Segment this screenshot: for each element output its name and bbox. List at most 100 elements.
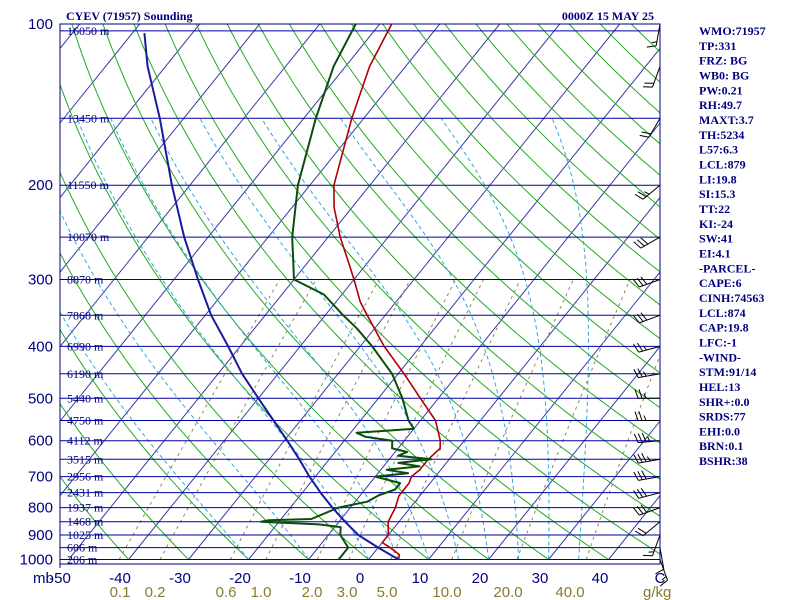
temperature-tick-label: -30	[169, 570, 191, 587]
pressure-tick-label: 1000	[20, 552, 53, 569]
dry-adiabat-line	[133, 24, 609, 560]
pressure-tick-label: 400	[28, 338, 53, 355]
wind-barb-flag	[633, 241, 642, 249]
wind-barb-flag	[633, 507, 640, 516]
wind-barb	[633, 470, 661, 481]
wind-barb-half-flag	[644, 191, 650, 195]
wind-barb	[639, 118, 661, 138]
wind-barb-staff	[659, 547, 665, 570]
index-item: LI:19.8	[699, 172, 737, 186]
wind-barb-flag	[646, 45, 657, 48]
pressure-tick-label: 800	[28, 500, 53, 517]
wind-barb	[633, 342, 661, 353]
wind-barb-flag	[636, 239, 645, 247]
isotherm-line	[60, 24, 141, 124]
height-label: 6190 m	[67, 367, 104, 381]
pressure-tick-label: 100	[28, 16, 53, 33]
mixing-ratio-line	[159, 279, 317, 560]
isotherm-line	[128, 24, 561, 560]
wind-barb-flag	[640, 237, 649, 245]
temperature-tick-label: -10	[289, 570, 311, 587]
isotherm-line	[60, 24, 441, 497]
mixing-ratio-line	[390, 279, 521, 560]
index-item: TT:22	[699, 202, 730, 216]
wind-barb-flag	[634, 193, 644, 200]
isotherm-line	[60, 24, 261, 273]
index-item: CAPE:6	[699, 276, 742, 290]
mixing-ratio-tick-label: 3.0	[337, 584, 358, 600]
height-label: 8870 m	[67, 273, 104, 287]
index-item: CAP:19.8	[699, 321, 749, 335]
wind-barb-flag	[633, 490, 640, 499]
index-item: EHI:0.0	[699, 424, 740, 438]
dewpoint-line	[260, 24, 433, 561]
background-grid	[60, 24, 660, 560]
index-item: TP:331	[699, 39, 736, 53]
wind-barb	[633, 312, 661, 324]
mixing-ratio-tick-label: 10.0	[432, 584, 461, 600]
height-label: 10070 m	[67, 230, 110, 244]
isotherm-line	[60, 24, 381, 422]
index-item: EI:4.1	[699, 246, 731, 260]
mixing-ratio-line	[118, 279, 281, 560]
wind-barb-flag	[659, 579, 668, 587]
index-item: PW:0.21	[699, 83, 743, 97]
mixing-ratio-tick-label: 5.0	[377, 584, 398, 600]
wind-barb-flag	[636, 313, 644, 322]
index-item: CINH:74563	[699, 291, 764, 305]
wind-barb-half-flag	[642, 345, 647, 351]
index-item: TH:5234	[699, 128, 744, 142]
frame-rect	[59, 23, 661, 565]
wind-barb-half-flag	[647, 436, 651, 442]
moist-adiabat-line	[440, 118, 550, 560]
mixing-ratio-line	[316, 279, 457, 560]
temperature-tick-label: -20	[229, 570, 251, 587]
index-item: BSHR:38	[699, 454, 748, 468]
index-item: MAXT:3.7	[699, 113, 754, 127]
wind-barb-half-flag	[646, 456, 651, 462]
wind-barb-half-flag	[651, 41, 658, 44]
index-item: FRZ: BG	[699, 54, 747, 68]
pressure-tick-label: 700	[28, 469, 53, 486]
wind-barb-flag	[636, 505, 644, 515]
temperature-tick-label: 10	[412, 570, 429, 587]
wind-barb	[633, 488, 661, 499]
index-item: -PARCEL-	[699, 261, 755, 275]
index-item: SRDS:77	[699, 410, 746, 424]
height-label: 11550 m	[67, 178, 110, 192]
pressure-tick-label: 300	[28, 272, 53, 289]
mixing-ratio-tick-label: 2.0	[302, 584, 323, 600]
dry-adiabat-line	[568, 24, 660, 114]
index-item: LFC:-1	[699, 335, 737, 349]
wind-barb-half-flag	[661, 576, 667, 581]
wind-barb	[642, 66, 661, 88]
temperature-tick-label: 30	[532, 570, 549, 587]
index-item: LCL:879	[699, 158, 746, 172]
wind-barb	[634, 521, 661, 537]
wind-barb-flag	[640, 276, 648, 285]
height-label: 5440 m	[67, 391, 104, 405]
wind-barb	[646, 23, 661, 48]
index-item: STM:91/14	[699, 365, 756, 379]
dry-adiabat-line	[195, 24, 660, 517]
wind-barb-flag	[640, 312, 648, 321]
isobars	[60, 23, 660, 560]
wind-barb-flag	[637, 368, 643, 378]
wind-barb-flag	[633, 471, 639, 481]
height-label: 13450 m	[67, 111, 110, 125]
wind-barb-flag	[636, 277, 644, 287]
wind-barb-flag	[636, 489, 644, 498]
mixing-ratio-tick-label: 1.0	[251, 584, 272, 600]
wind-barb-flag	[638, 389, 643, 399]
height-label: 1025 m	[67, 528, 104, 542]
mixing-ratio-line	[516, 279, 631, 560]
mixing-ratio-tick-label: 0.2	[145, 584, 166, 600]
mixing-ratio-line	[229, 279, 380, 560]
pressure-tick-label: 600	[28, 433, 53, 450]
temperature-tick-label: 40	[592, 570, 609, 587]
wind-barb-flag	[634, 389, 639, 399]
height-label: 1468 m	[67, 515, 104, 529]
pressure-tick-label: 500	[28, 390, 53, 407]
pressure-unit-label: mb	[33, 570, 54, 587]
chart-datetime: 0000Z 15 MAY 25	[562, 9, 654, 23]
